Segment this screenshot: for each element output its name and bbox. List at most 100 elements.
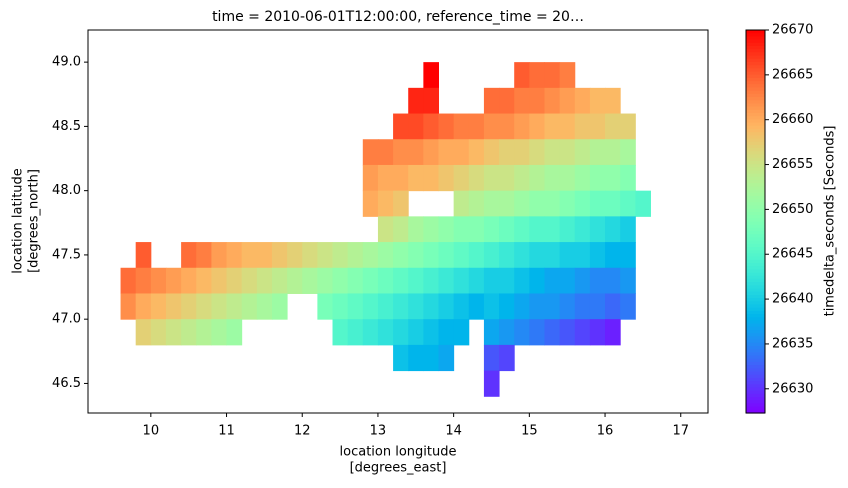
cell xyxy=(377,139,394,166)
cell xyxy=(271,267,288,294)
cell xyxy=(332,242,349,269)
colorbar-segment xyxy=(746,192,765,197)
cell xyxy=(544,267,561,294)
cell xyxy=(408,87,424,115)
cell xyxy=(438,216,455,243)
colorbar-segment xyxy=(746,49,765,53)
cell xyxy=(271,293,288,320)
colorbar-segment xyxy=(746,358,765,363)
cell xyxy=(620,293,636,320)
cell xyxy=(256,267,273,294)
y-axis-label: location latitude xyxy=(11,168,26,274)
colorbar-segment xyxy=(746,45,765,50)
cell xyxy=(483,190,500,217)
cell xyxy=(483,319,500,346)
colorbar-segment xyxy=(746,138,765,143)
cell xyxy=(135,267,152,294)
colorbar-segment xyxy=(746,103,765,108)
cell xyxy=(468,139,485,166)
cell xyxy=(559,87,576,115)
cell xyxy=(256,293,273,320)
cell xyxy=(499,293,515,320)
cell xyxy=(514,164,530,192)
cell xyxy=(271,242,288,269)
x-tick-label: 11 xyxy=(218,424,235,439)
cell xyxy=(483,242,500,269)
colorbar-segment xyxy=(746,154,765,159)
cell xyxy=(377,190,394,217)
cell xyxy=(589,113,606,140)
cell xyxy=(483,113,500,140)
colorbar-segment xyxy=(746,336,765,341)
colorbar-segment xyxy=(746,176,765,181)
cell xyxy=(559,267,576,294)
cell xyxy=(620,190,636,217)
cell xyxy=(499,190,515,217)
colorbar-segment xyxy=(746,170,765,175)
cell xyxy=(529,190,545,217)
cell xyxy=(181,319,197,346)
cell xyxy=(135,242,152,269)
cell xyxy=(393,164,409,192)
cell xyxy=(468,293,485,320)
cell xyxy=(181,293,197,320)
colorbar-segment xyxy=(746,122,765,127)
colorbar-tick-label: 26640 xyxy=(772,292,813,307)
cell xyxy=(241,293,258,320)
cell xyxy=(302,242,318,269)
colorbar-segment xyxy=(746,243,765,248)
x-axis-label: location longitude xyxy=(340,445,457,460)
cell xyxy=(423,293,440,320)
cell xyxy=(196,319,212,346)
colorbar-segment xyxy=(746,266,765,270)
cell xyxy=(241,267,258,294)
cell xyxy=(165,293,182,320)
cell xyxy=(589,293,606,320)
colorbar-segment xyxy=(746,186,765,191)
colorbar-segment xyxy=(746,365,765,369)
colorbar-segment xyxy=(746,205,765,210)
cell xyxy=(332,293,349,320)
cell xyxy=(544,113,561,140)
cell xyxy=(499,344,515,372)
cell xyxy=(529,319,545,346)
cell xyxy=(226,242,243,269)
cell xyxy=(438,139,455,166)
cell xyxy=(226,293,243,320)
x-tick-label: 15 xyxy=(521,424,538,439)
colorbar-segment xyxy=(746,361,765,366)
colorbar-segment xyxy=(746,106,765,111)
colorbar-segment xyxy=(746,314,765,318)
colorbar-segment xyxy=(746,151,765,156)
cell xyxy=(120,293,137,320)
cell xyxy=(529,62,545,89)
cell xyxy=(544,190,561,217)
colorbar-segment xyxy=(746,231,765,235)
cell xyxy=(135,319,152,346)
cell xyxy=(211,242,228,269)
colorbar-segment xyxy=(746,301,765,306)
colorbar-segment xyxy=(746,285,765,290)
colorbar-segment xyxy=(746,247,765,251)
cell xyxy=(393,139,409,166)
colorbar-segment xyxy=(746,256,765,261)
colorbar-segment xyxy=(746,278,765,283)
cell xyxy=(453,242,470,269)
cell xyxy=(408,139,424,166)
colorbar-segment xyxy=(746,339,765,344)
cell xyxy=(514,190,530,217)
y-axis-label: [degrees_north] xyxy=(27,169,42,273)
cell xyxy=(559,190,576,217)
colorbar-segment xyxy=(746,304,765,309)
colorbar-segment xyxy=(746,180,765,184)
cell xyxy=(544,319,561,346)
cell xyxy=(453,139,470,166)
colorbar-segment xyxy=(746,128,765,133)
cell xyxy=(165,267,182,294)
cell xyxy=(514,242,530,269)
x-tick-label: 10 xyxy=(143,424,160,439)
cell xyxy=(332,319,349,346)
cell xyxy=(423,164,440,192)
colorbar-segment xyxy=(746,58,765,63)
colorbar-segment xyxy=(746,320,765,325)
